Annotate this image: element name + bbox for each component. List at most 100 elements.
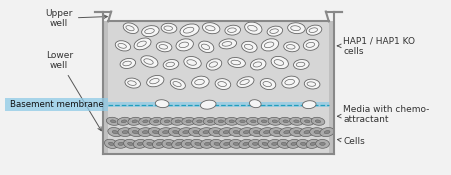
- Text: HAP1 / HAP1 KO
cells: HAP1 / HAP1 KO cells: [337, 36, 415, 55]
- Ellipse shape: [314, 131, 320, 134]
- Ellipse shape: [300, 142, 306, 145]
- Ellipse shape: [138, 117, 152, 125]
- Ellipse shape: [182, 117, 195, 125]
- Ellipse shape: [284, 131, 290, 134]
- Ellipse shape: [158, 128, 173, 136]
- Ellipse shape: [105, 139, 118, 148]
- Ellipse shape: [253, 131, 259, 134]
- Ellipse shape: [320, 128, 334, 137]
- Ellipse shape: [269, 128, 284, 136]
- Ellipse shape: [175, 120, 180, 123]
- Ellipse shape: [147, 75, 164, 87]
- Ellipse shape: [152, 131, 158, 134]
- Ellipse shape: [153, 120, 159, 123]
- Ellipse shape: [220, 139, 233, 148]
- Ellipse shape: [142, 26, 159, 37]
- Ellipse shape: [124, 139, 137, 148]
- Ellipse shape: [204, 142, 210, 145]
- Ellipse shape: [118, 142, 124, 145]
- Ellipse shape: [279, 117, 293, 125]
- Ellipse shape: [294, 120, 299, 123]
- Ellipse shape: [183, 131, 189, 134]
- Ellipse shape: [176, 142, 181, 145]
- Ellipse shape: [203, 131, 209, 134]
- Ellipse shape: [122, 131, 128, 134]
- Ellipse shape: [148, 128, 163, 137]
- Ellipse shape: [219, 39, 237, 49]
- Ellipse shape: [192, 76, 209, 88]
- Ellipse shape: [186, 120, 191, 123]
- Ellipse shape: [134, 38, 151, 50]
- Text: Lower
well: Lower well: [46, 51, 101, 131]
- Ellipse shape: [161, 23, 177, 33]
- Ellipse shape: [264, 131, 269, 134]
- Ellipse shape: [225, 25, 240, 35]
- Ellipse shape: [277, 139, 291, 148]
- Ellipse shape: [240, 120, 245, 123]
- Ellipse shape: [162, 139, 176, 148]
- Ellipse shape: [300, 117, 314, 125]
- Ellipse shape: [189, 128, 203, 136]
- Ellipse shape: [198, 41, 214, 52]
- Ellipse shape: [215, 79, 231, 90]
- Ellipse shape: [118, 128, 133, 136]
- Ellipse shape: [115, 41, 131, 51]
- Ellipse shape: [170, 79, 185, 89]
- Ellipse shape: [114, 139, 128, 148]
- Ellipse shape: [209, 128, 223, 136]
- Ellipse shape: [109, 142, 114, 145]
- Ellipse shape: [249, 139, 262, 148]
- Ellipse shape: [152, 139, 166, 148]
- Ellipse shape: [164, 120, 170, 123]
- Ellipse shape: [132, 120, 138, 123]
- Ellipse shape: [180, 24, 199, 36]
- Ellipse shape: [176, 39, 193, 51]
- Ellipse shape: [128, 128, 143, 137]
- Ellipse shape: [133, 139, 147, 148]
- Ellipse shape: [257, 117, 271, 125]
- Ellipse shape: [261, 39, 279, 51]
- Ellipse shape: [310, 128, 324, 136]
- Ellipse shape: [214, 142, 220, 145]
- Ellipse shape: [166, 142, 171, 145]
- Ellipse shape: [228, 58, 245, 68]
- Ellipse shape: [304, 39, 319, 50]
- Ellipse shape: [168, 128, 183, 137]
- Ellipse shape: [185, 142, 191, 145]
- Ellipse shape: [224, 142, 229, 145]
- Ellipse shape: [133, 131, 138, 134]
- Ellipse shape: [250, 59, 266, 70]
- Ellipse shape: [290, 128, 304, 136]
- Ellipse shape: [137, 142, 143, 145]
- Ellipse shape: [271, 56, 289, 69]
- Text: Cells: Cells: [337, 137, 365, 146]
- Ellipse shape: [143, 131, 148, 134]
- Ellipse shape: [239, 128, 253, 136]
- Text: Basement membrane: Basement membrane: [10, 100, 104, 109]
- FancyBboxPatch shape: [5, 98, 108, 111]
- Ellipse shape: [163, 60, 179, 69]
- Ellipse shape: [236, 117, 249, 125]
- Ellipse shape: [117, 117, 131, 125]
- Ellipse shape: [213, 131, 219, 134]
- Ellipse shape: [272, 120, 278, 123]
- Ellipse shape: [260, 79, 276, 90]
- Ellipse shape: [163, 131, 169, 134]
- Ellipse shape: [267, 26, 283, 36]
- Ellipse shape: [125, 78, 141, 88]
- Ellipse shape: [280, 128, 294, 137]
- Ellipse shape: [284, 42, 299, 52]
- Ellipse shape: [229, 139, 243, 148]
- Ellipse shape: [128, 117, 142, 125]
- Ellipse shape: [324, 131, 330, 134]
- Ellipse shape: [207, 59, 222, 70]
- Ellipse shape: [200, 100, 216, 109]
- Ellipse shape: [229, 120, 235, 123]
- Ellipse shape: [268, 117, 282, 125]
- Ellipse shape: [281, 142, 287, 145]
- Ellipse shape: [306, 139, 320, 148]
- Ellipse shape: [193, 131, 199, 134]
- Ellipse shape: [267, 139, 281, 148]
- Ellipse shape: [179, 128, 193, 136]
- Ellipse shape: [251, 120, 256, 123]
